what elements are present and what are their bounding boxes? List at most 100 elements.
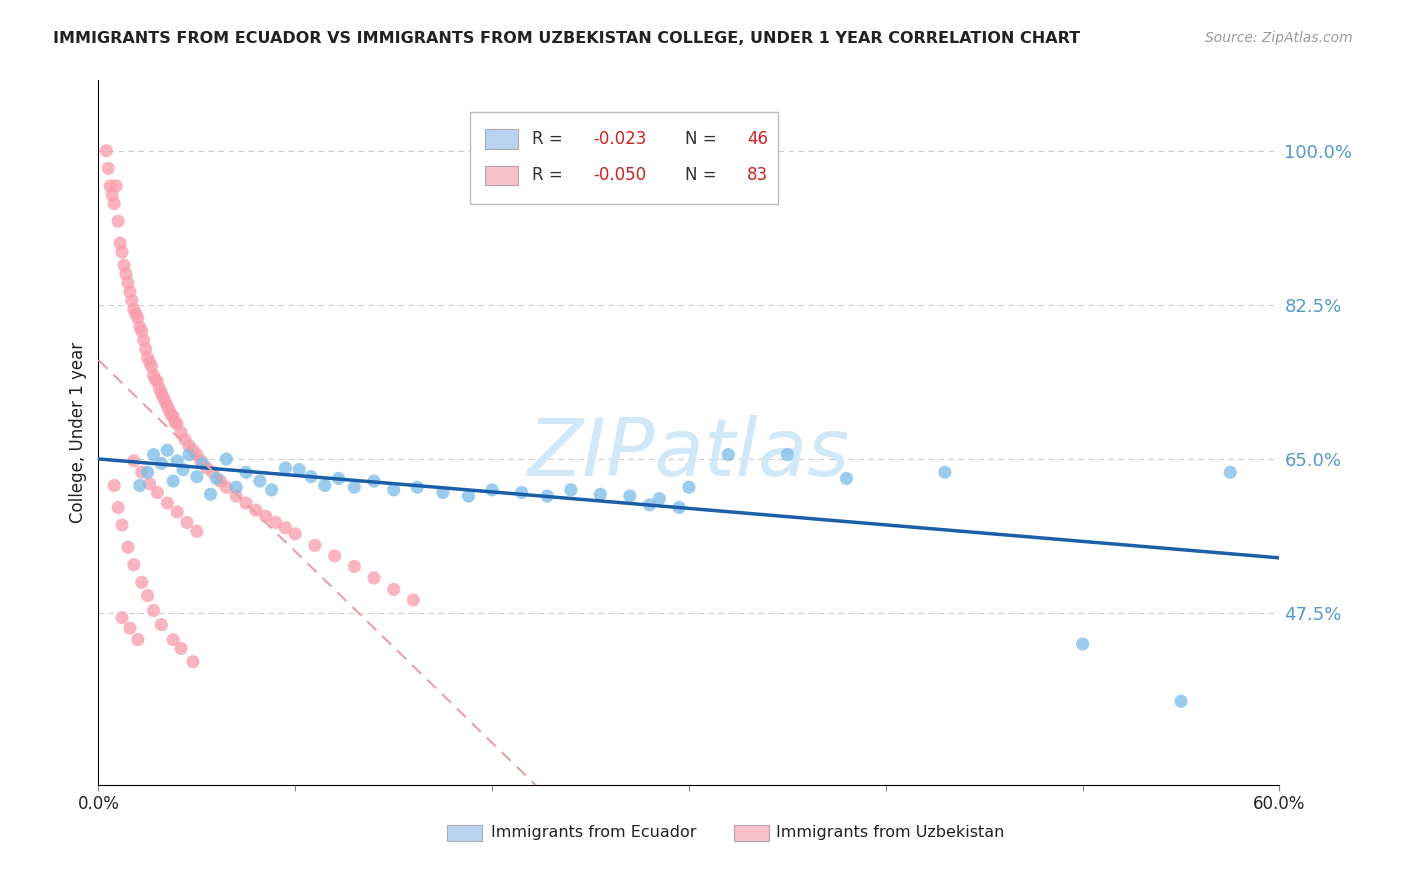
- Point: [128, 319, 150, 334]
- Point: [166, 417, 188, 431]
- Point: [131, 465, 153, 479]
- Point: [103, 478, 125, 492]
- Point: [835, 471, 858, 485]
- Point: [127, 311, 149, 326]
- Point: [1219, 465, 1241, 479]
- Point: [156, 443, 179, 458]
- Point: [432, 485, 454, 500]
- Point: [146, 375, 169, 389]
- Point: [136, 465, 159, 479]
- Point: [162, 409, 184, 424]
- Point: [122, 454, 145, 468]
- Point: [668, 500, 690, 515]
- Point: [186, 448, 208, 462]
- Point: [172, 462, 194, 476]
- Point: [152, 391, 174, 405]
- Point: [170, 641, 193, 656]
- Point: [103, 196, 125, 211]
- Point: [136, 351, 159, 365]
- Point: [235, 496, 257, 510]
- Point: [1170, 694, 1192, 708]
- Point: [589, 487, 612, 501]
- Point: [136, 589, 159, 603]
- Point: [166, 505, 188, 519]
- Point: [225, 489, 247, 503]
- Point: [97, 161, 120, 176]
- Point: [105, 178, 128, 194]
- Point: [264, 516, 287, 530]
- Point: [201, 465, 224, 479]
- Point: [138, 355, 160, 369]
- Text: R =: R =: [531, 167, 568, 185]
- Point: [209, 474, 232, 488]
- Point: [96, 144, 118, 158]
- Point: [101, 187, 124, 202]
- Point: [186, 524, 208, 539]
- Point: [156, 496, 179, 510]
- Text: -0.023: -0.023: [593, 129, 647, 148]
- Point: [177, 439, 200, 453]
- Point: [406, 480, 429, 494]
- Point: [200, 487, 222, 501]
- Point: [121, 293, 143, 308]
- Text: Source: ZipAtlas.com: Source: ZipAtlas.com: [1205, 31, 1353, 45]
- Point: [934, 465, 956, 479]
- Point: [160, 408, 183, 422]
- Point: [135, 342, 157, 356]
- FancyBboxPatch shape: [447, 825, 482, 840]
- Point: [481, 483, 503, 497]
- Point: [215, 480, 238, 494]
- Point: [1071, 637, 1094, 651]
- Point: [260, 483, 283, 497]
- Point: [118, 621, 141, 635]
- Point: [343, 480, 366, 494]
- Point: [131, 324, 153, 338]
- Point: [314, 478, 336, 492]
- Point: [402, 593, 425, 607]
- Point: [776, 448, 799, 462]
- Point: [382, 582, 405, 597]
- Point: [191, 457, 214, 471]
- Point: [181, 655, 204, 669]
- Point: [128, 478, 150, 492]
- Point: [111, 245, 134, 260]
- Point: [274, 460, 297, 475]
- Point: [165, 415, 187, 429]
- Text: 46: 46: [747, 129, 768, 148]
- Point: [118, 285, 141, 299]
- FancyBboxPatch shape: [734, 825, 769, 840]
- Point: [142, 603, 165, 617]
- Point: [145, 373, 167, 387]
- Point: [148, 382, 170, 396]
- Point: [343, 559, 366, 574]
- Point: [363, 474, 385, 488]
- Point: [111, 518, 134, 533]
- Point: [678, 480, 700, 494]
- Point: [181, 443, 204, 458]
- FancyBboxPatch shape: [485, 129, 517, 149]
- Point: [141, 359, 163, 374]
- Text: 83: 83: [747, 167, 768, 185]
- Text: Immigrants from Uzbekistan: Immigrants from Uzbekistan: [776, 825, 1005, 840]
- Text: ZIPatlas: ZIPatlas: [527, 415, 851, 492]
- Point: [245, 503, 267, 517]
- Point: [205, 471, 228, 485]
- Point: [186, 469, 208, 483]
- Point: [122, 302, 145, 317]
- Point: [162, 474, 184, 488]
- Point: [225, 480, 247, 494]
- Text: -0.050: -0.050: [593, 167, 647, 185]
- Point: [170, 425, 193, 440]
- FancyBboxPatch shape: [471, 112, 778, 203]
- Point: [619, 489, 641, 503]
- Point: [457, 489, 479, 503]
- Point: [382, 483, 405, 497]
- Point: [215, 452, 238, 467]
- Point: [150, 386, 173, 401]
- FancyBboxPatch shape: [485, 166, 517, 186]
- Point: [138, 476, 160, 491]
- Text: N =: N =: [685, 167, 723, 185]
- Point: [254, 509, 277, 524]
- Point: [146, 485, 169, 500]
- Point: [125, 307, 148, 321]
